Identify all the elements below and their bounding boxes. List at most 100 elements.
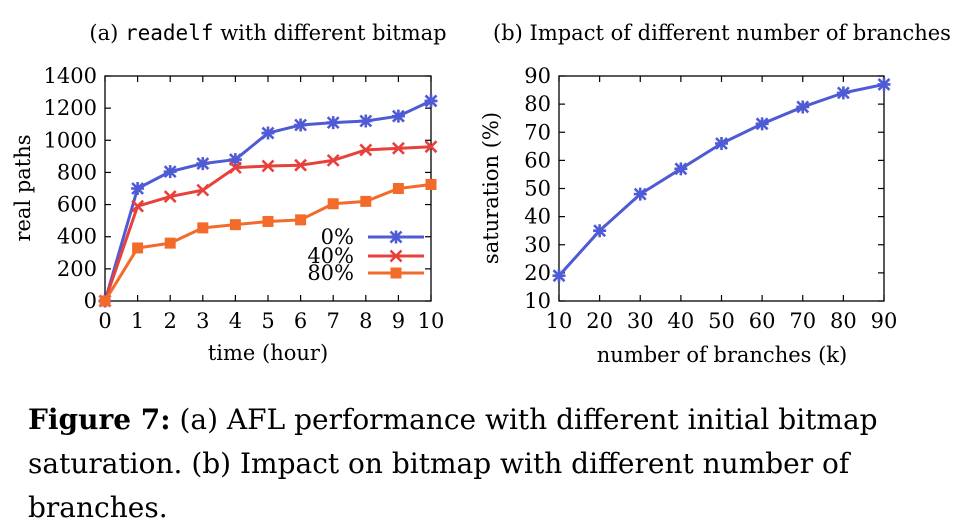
chart-b-xtick-label: 20 (586, 309, 613, 333)
chart-a-xtick-label: 0 (98, 309, 111, 333)
chart-b-series-0-point (593, 224, 607, 238)
chart-a-legend-marker-2 (390, 267, 402, 279)
chart-a-plot-frame (104, 75, 432, 302)
chart-a-series-0-point (163, 165, 177, 179)
chart-a-series-1-point (326, 153, 340, 167)
chart-a-series-2-point (295, 214, 307, 226)
chart-a-series-0-point (261, 126, 275, 140)
chart-b-ticks: 10 20 30 40 50 60 70 80 90 10 20 30 40 50 60 70 80 90 (524, 64, 897, 333)
chart-b-series-0-point (877, 77, 891, 91)
chart-b-ytick-label: 70 (524, 120, 551, 144)
chart-a-xtick-label: 8 (359, 309, 372, 333)
chart-a-ytick-label: 800 (57, 160, 97, 184)
chart-a-title-code: readelf (125, 21, 214, 45)
chart-a-series-2-point (360, 195, 372, 207)
chart-b-ylabel: saturation (%) (479, 112, 503, 264)
chart-a-ytick-label: 400 (57, 225, 97, 249)
chart-b-series-0-point (633, 187, 647, 201)
chart-a-series-2-point (132, 242, 144, 254)
chart-a-legend-marker-1 (389, 249, 403, 263)
chart-a-xtick-label: 2 (164, 309, 177, 333)
chart-a-series-0-point (359, 114, 373, 128)
chart-a-series-2-point (392, 183, 404, 194)
chart-b-series-0-point (715, 137, 728, 150)
chart-a-series-2-point (164, 237, 176, 249)
chart-a-ylabel: real paths (11, 134, 35, 241)
chart-a-legend-marker-0 (389, 230, 403, 244)
chart-b-series (552, 77, 891, 283)
chart-a-series-0-point (294, 118, 308, 132)
chart-b-axes (558, 75, 885, 302)
chart-b-ytick-label: 90 (524, 64, 551, 88)
chart-b-ytick-label: 40 (524, 205, 551, 229)
chart-a-legend-label-2: 80% (307, 261, 354, 285)
chart-a-series-0-point (228, 153, 242, 167)
chart-a-axes (104, 75, 432, 302)
chart-b-ytick-label: 10 (524, 289, 551, 313)
chart-a-series-2-point (197, 222, 209, 234)
chart-b-ytick-label: 80 (524, 92, 551, 116)
chart-a-xtick-label: 9 (392, 309, 405, 333)
chart-b-series-0-point (674, 162, 688, 176)
chart-a-series-1-point (359, 143, 373, 157)
chart-a-title: (a) readelf with different bitmap (89, 21, 446, 45)
chart-a-series-1-point (228, 161, 242, 175)
chart-b-xlabel: number of branches (k) (597, 343, 847, 367)
figure-caption: Figure 7: (a) AFL performance with diffe… (28, 398, 948, 530)
chart-a-series-1-point (163, 190, 177, 203)
chart-a-series-1-point (131, 199, 145, 213)
chart-a-legend-label-0: 0% (321, 225, 354, 249)
chart-a-ytick-label: 200 (57, 257, 97, 281)
chart-a-legend-label-1: 40% (307, 244, 354, 268)
chart-a-series-1-point (391, 141, 405, 155)
chart-a-series-0-point (424, 94, 438, 108)
chart-a-xtick-label: 5 (261, 309, 274, 333)
chart-b-xtick-label: 40 (668, 309, 695, 333)
figure: (a) readelf with different bitmap real p… (11, 21, 951, 367)
chart-b-xtick-label: 80 (830, 309, 857, 333)
chart-a-series (98, 94, 438, 308)
chart-a-series-0-point (391, 109, 405, 123)
chart-a-xtick-label: 1 (131, 309, 144, 333)
chart-a-ytick-label: 600 (57, 193, 97, 217)
chart-b-xtick-label: 60 (749, 309, 776, 333)
chart-a-series-1-point (261, 159, 275, 173)
chart-a-readelf-bitmap: (a) readelf with different bitmap real p… (11, 21, 447, 365)
chart-a-series-1-point (196, 183, 210, 197)
chart-a-xtick-label: 6 (294, 309, 307, 333)
chart-b-xtick-label: 10 (546, 309, 573, 333)
chart-b-series-line-0 (557, 82, 885, 277)
chart-a-xtick-label: 7 (327, 309, 340, 333)
chart-b-ytick-label: 30 (524, 233, 551, 257)
chart-a-series-2-point (229, 219, 241, 231)
chart-a-series-1-point (294, 158, 308, 172)
chart-a-series-0-point (196, 157, 210, 171)
chart-b-ytick-label: 60 (524, 148, 551, 172)
chart-b-branches: (b) Impact of different number of branch… (479, 21, 951, 367)
chart-b-xtick-label: 70 (789, 309, 816, 333)
chart-b-series-0-point (552, 269, 566, 283)
chart-a-series-0-point (326, 116, 340, 130)
chart-b-title: (b) Impact of different number of branch… (493, 21, 951, 45)
chart-a-ytick-label: 1400 (44, 64, 97, 88)
chart-a-ytick-label: 1200 (44, 96, 97, 120)
chart-b-ytick-label: 50 (524, 177, 551, 201)
chart-a-ytick-label: 1000 (44, 128, 97, 152)
chart-a-series-2-point (262, 215, 274, 227)
chart-b-series-0-point (796, 100, 810, 114)
chart-b-series-0-point (755, 117, 769, 131)
chart-a-series-1-point (424, 140, 438, 154)
chart-a-xtick-label: 10 (418, 309, 445, 333)
chart-b-xtick-label: 90 (871, 309, 898, 333)
chart-a-legend: 0%40%80% (307, 225, 424, 285)
chart-b-xtick-label: 30 (627, 309, 654, 333)
chart-b-series-0-point (836, 86, 850, 100)
chart-a-series-2-point (425, 178, 437, 190)
chart-a-series-0-point (131, 182, 145, 195)
chart-b-ytick-label: 20 (524, 261, 551, 285)
chart-a-xtick-label: 4 (229, 309, 242, 333)
chart-a-xlabel: time (hour) (208, 341, 328, 365)
chart-a-series-2-point (99, 295, 111, 307)
caption-label: Figure 7: (28, 403, 171, 436)
